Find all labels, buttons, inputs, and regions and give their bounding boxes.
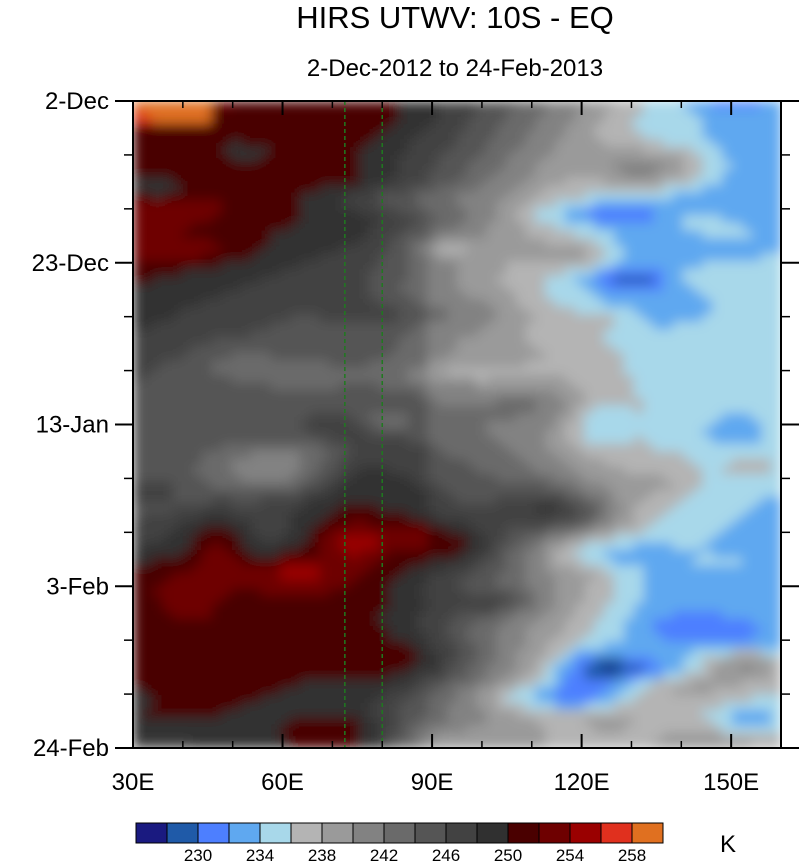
- colorbar-swatch: [569, 822, 602, 844]
- colorbar-tick-label: 230: [184, 846, 212, 863]
- colorbar-tick-label: 250: [494, 846, 522, 863]
- y-tick-label: 3-Feb: [46, 573, 109, 600]
- colorbar-tick-label: 246: [432, 846, 460, 863]
- colorbar-tick-label: 254: [556, 846, 584, 863]
- colorbar-swatch: [352, 822, 385, 844]
- colorbar-tick-label: 242: [370, 846, 398, 863]
- colorbar-tick-label: 238: [308, 846, 336, 863]
- x-tick-label: 90E: [411, 769, 454, 796]
- chart-title: HIRS UTWV: 10S - EQ: [296, 0, 614, 35]
- x-tick-label: 150E: [703, 769, 759, 796]
- colorbar-tick-label: 234: [246, 846, 274, 863]
- colorbar-swatch: [135, 822, 168, 844]
- y-tick-label: 13-Jan: [36, 412, 109, 439]
- colorbar-swatch: [414, 822, 447, 844]
- colorbar-swatch: [166, 822, 199, 844]
- colorbar-swatch: [321, 822, 354, 844]
- colorbar-swatch: [600, 822, 633, 844]
- x-tick-label: 60E: [261, 769, 304, 796]
- colorbar-swatch: [445, 822, 478, 844]
- colorbar-unit-label: K: [720, 831, 736, 858]
- colorbar-swatch: [476, 822, 509, 844]
- colorbar-swatch: [631, 822, 664, 844]
- y-tick-label: 24-Feb: [33, 735, 109, 762]
- colorbar-swatch: [538, 822, 571, 844]
- y-tick-label: 23-Dec: [32, 250, 109, 277]
- x-tick-label: 120E: [554, 769, 610, 796]
- colorbar: 230 234 238 242 246 250 254 258 K: [135, 822, 736, 863]
- colorbar-swatch: [228, 822, 261, 844]
- colorbar-swatch: [507, 822, 540, 844]
- colorbar-swatch: [197, 822, 230, 844]
- chart-subtitle: 2-Dec-2012 to 24-Feb-2013: [306, 55, 604, 82]
- contour-field: [133, 101, 781, 748]
- colorbar-swatch: [383, 822, 416, 844]
- colorbar-swatch: [259, 822, 292, 844]
- colorbar-swatch: [290, 822, 323, 844]
- colorbar-tick-label: 258: [618, 846, 646, 863]
- y-tick-label: 2-Dec: [45, 88, 109, 115]
- x-tick-label: 30E: [112, 769, 155, 796]
